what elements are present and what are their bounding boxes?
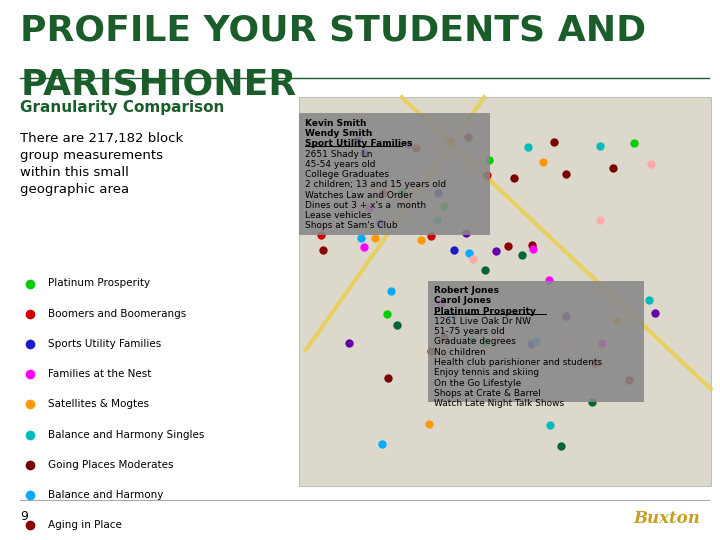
Text: Graduate degrees: Graduate degrees: [434, 338, 516, 347]
Text: On the Go Lifestyle: On the Go Lifestyle: [434, 379, 521, 388]
Text: There are 217,182 block
group measurements
within this small
geographic area: There are 217,182 block group measuremen…: [20, 132, 184, 197]
Text: Watch Late Night Talk Shows: Watch Late Night Talk Shows: [434, 399, 564, 408]
Text: 51-75 years old: 51-75 years old: [434, 327, 505, 336]
FancyBboxPatch shape: [299, 113, 490, 235]
Text: Buxton: Buxton: [634, 510, 701, 527]
Text: Balance and Harmony Singles: Balance and Harmony Singles: [48, 430, 204, 440]
Text: 2651 Shady Ln: 2651 Shady Ln: [305, 150, 372, 159]
Text: Granularity Comparison: Granularity Comparison: [20, 100, 225, 115]
Text: 1261 Live Oak Dr NW: 1261 Live Oak Dr NW: [434, 317, 531, 326]
Text: 9: 9: [20, 510, 28, 523]
Text: Health club parishioner and students: Health club parishioner and students: [434, 358, 603, 367]
FancyBboxPatch shape: [299, 97, 711, 486]
Text: 2 children; 13 and 15 years old: 2 children; 13 and 15 years old: [305, 180, 446, 190]
Text: Satellites & Mogtes: Satellites & Mogtes: [48, 400, 148, 409]
Text: No children: No children: [434, 348, 486, 357]
Text: PARISHIONER: PARISHIONER: [20, 68, 297, 102]
Text: Boomers and Boomerangs: Boomers and Boomerangs: [48, 309, 186, 319]
Text: Shops at Crate & Barrel: Shops at Crate & Barrel: [434, 389, 541, 398]
Text: Robert Jones: Robert Jones: [434, 286, 499, 295]
Text: Dines out 3 + x's a  month: Dines out 3 + x's a month: [305, 201, 426, 210]
Text: Kevin Smith: Kevin Smith: [305, 119, 366, 128]
Text: Going Places Moderates: Going Places Moderates: [48, 460, 173, 470]
Text: Aging in Place: Aging in Place: [48, 521, 122, 530]
Text: Balance and Harmony: Balance and Harmony: [48, 490, 163, 500]
Text: Platinum Prosperity: Platinum Prosperity: [434, 307, 536, 316]
Text: Watches Law and Order: Watches Law and Order: [305, 191, 412, 200]
Text: Sports Utility Families: Sports Utility Families: [48, 339, 161, 349]
Text: Sport Utility Families: Sport Utility Families: [305, 139, 412, 148]
Text: Platinum Prosperity: Platinum Prosperity: [48, 279, 150, 288]
Text: PROFILE YOUR STUDENTS AND: PROFILE YOUR STUDENTS AND: [20, 14, 647, 48]
Text: Carol Jones: Carol Jones: [434, 296, 491, 306]
FancyBboxPatch shape: [428, 281, 644, 402]
Text: Enjoy tennis and skiing: Enjoy tennis and skiing: [434, 368, 539, 377]
Text: Wendy Smith: Wendy Smith: [305, 129, 372, 138]
Text: College Graduates: College Graduates: [305, 170, 389, 179]
Text: Families at the Nest: Families at the Nest: [48, 369, 151, 379]
Text: 45-54 years old: 45-54 years old: [305, 160, 375, 169]
Text: Shops at Sam's Club: Shops at Sam's Club: [305, 221, 397, 231]
Text: Lease vehicles: Lease vehicles: [305, 211, 371, 220]
